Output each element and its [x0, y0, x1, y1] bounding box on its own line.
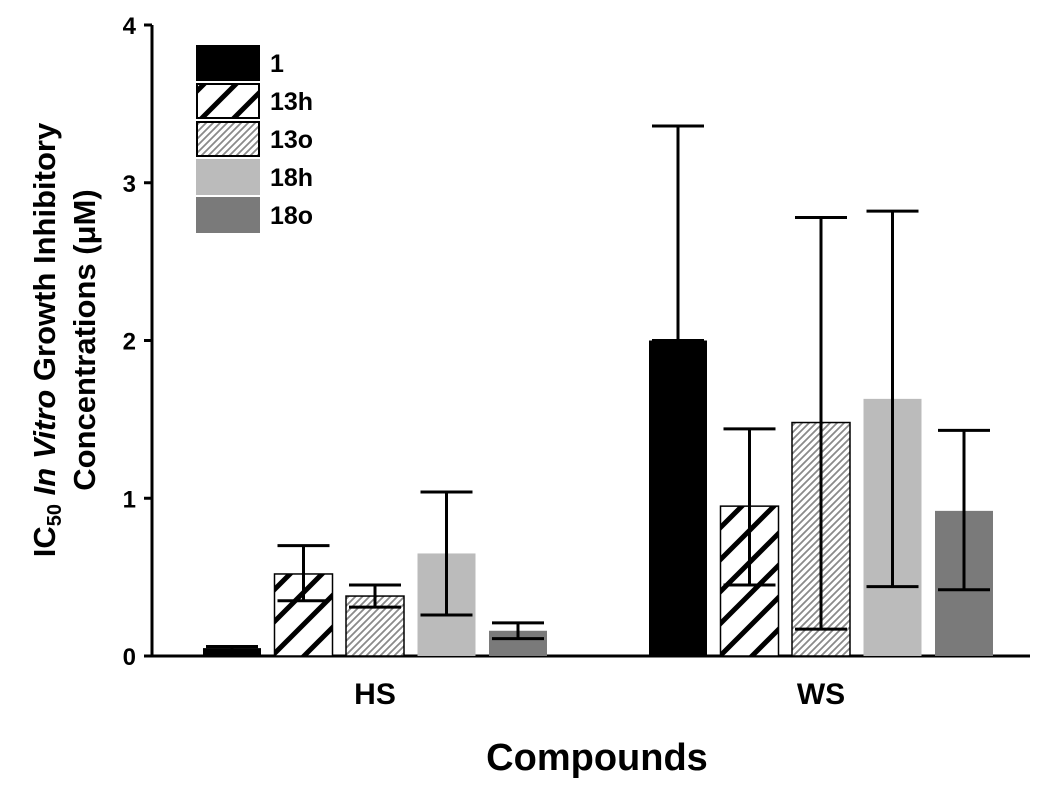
legend-label-18h: 18h: [270, 164, 313, 192]
y-axis-title-line2: Concentrations (μM): [67, 189, 102, 490]
y-axis-title-prefix: IC: [27, 526, 62, 557]
y-ticks: 0 1 2 3 4: [123, 13, 152, 671]
legend-swatch-1: [196, 45, 260, 81]
legend-swatch-18h: [196, 159, 260, 195]
y-tick-label: 0: [123, 644, 136, 671]
bar-1-WS: [649, 340, 707, 656]
legend-label-13o: 13o: [270, 126, 313, 154]
category-label-WS: WS: [797, 678, 845, 711]
error-bars: [206, 124, 990, 652]
y-axis-title-suffix: Growth Inhibitory: [27, 122, 62, 390]
svg-text:IC50 In Vitro Growth Inhibitor: IC50 In Vitro Growth Inhibitory: [27, 122, 66, 557]
legend-swatch-18o: [196, 197, 260, 233]
y-axis-title-italic: In Vitro: [27, 390, 62, 504]
bar-1-HS: [203, 648, 261, 656]
y-tick-label: 3: [123, 171, 136, 198]
y-tick-label: 2: [123, 329, 136, 356]
y-axis-title-subscript: 50: [44, 504, 66, 526]
category-labels: HS WS: [354, 678, 845, 711]
legend-label-1: 1: [270, 50, 284, 78]
x-axis-title: Compounds: [486, 737, 708, 779]
legend-label-18o: 18o: [270, 202, 313, 230]
legend-swatch-13o: [196, 121, 260, 157]
bars: [203, 340, 993, 657]
category-label-HS: HS: [354, 678, 396, 711]
y-tick-label: 4: [123, 13, 137, 40]
y-tick-label: 1: [123, 486, 136, 513]
y-axis-title: IC50 In Vitro Growth Inhibitory Concentr…: [27, 122, 102, 557]
legend-label-13h: 13h: [270, 88, 313, 116]
legend: 1 13h 13o 18h 18o: [196, 45, 313, 233]
legend-swatch-13h: [196, 83, 260, 119]
